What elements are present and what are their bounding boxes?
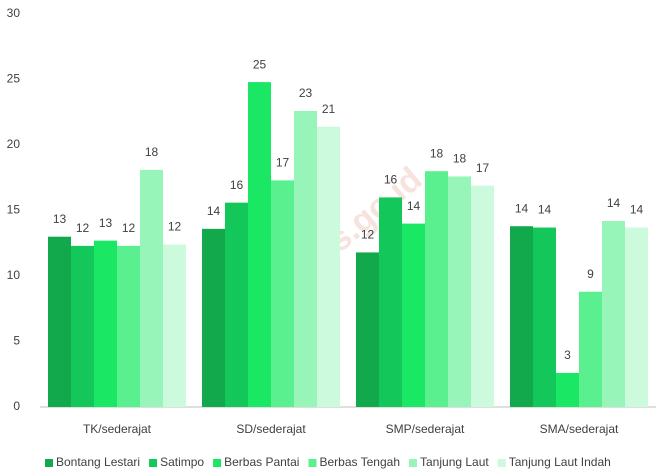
bar <box>425 171 448 407</box>
bar <box>71 245 94 407</box>
data-label: 17 <box>276 156 290 170</box>
x-tick-label: SD/sederajat <box>236 422 306 436</box>
legend-swatch <box>149 459 158 467</box>
x-tick-label: SMP/sederajat <box>386 422 465 436</box>
legend-label: Tanjung Laut <box>420 455 489 469</box>
x-tick-label: TK/sederajat <box>83 422 152 436</box>
data-label: 13 <box>99 216 113 230</box>
x-tick-label: SMA/sederajat <box>540 422 619 436</box>
bar <box>510 226 533 407</box>
legend-label: Satimpo <box>160 455 204 469</box>
legend-swatch <box>308 459 317 467</box>
y-tick-label: 30 <box>7 6 21 20</box>
y-tick-label: 5 <box>13 334 20 348</box>
bar <box>379 197 402 407</box>
data-label: 16 <box>384 173 398 187</box>
legend-label: Berbas Pantai <box>224 455 299 469</box>
bar <box>202 228 225 407</box>
data-label: 16 <box>230 178 244 192</box>
bar <box>533 227 556 407</box>
data-label: 14 <box>607 196 621 210</box>
legend-swatch <box>497 459 506 467</box>
bar <box>117 245 140 407</box>
legend-label: Berbas Tengah <box>319 455 400 469</box>
data-label: 14 <box>407 199 421 213</box>
bar <box>556 372 579 407</box>
bar <box>248 82 271 408</box>
data-label: 12 <box>76 221 90 235</box>
bar <box>579 291 602 407</box>
bar <box>271 180 294 407</box>
data-label: 21 <box>322 102 336 116</box>
y-tick-label: 25 <box>7 72 21 86</box>
data-label: 14 <box>515 201 529 215</box>
bar <box>140 169 163 407</box>
y-tick-label: 10 <box>7 268 21 282</box>
bar <box>448 176 471 407</box>
data-label: 9 <box>587 267 594 281</box>
bar <box>602 220 625 407</box>
legend-swatch <box>213 459 222 467</box>
bar <box>471 185 494 407</box>
data-label: 18 <box>453 152 467 166</box>
y-tick-label: 20 <box>7 137 21 151</box>
data-label: 13 <box>53 212 67 226</box>
legend-label: Bontang Lestari <box>56 455 140 469</box>
data-label: 14 <box>207 204 221 218</box>
data-label: 23 <box>299 86 313 100</box>
legend-swatch <box>45 459 53 467</box>
bar <box>294 110 317 407</box>
data-label: 14 <box>538 203 552 217</box>
bar <box>94 240 117 407</box>
bar <box>317 126 340 407</box>
bar <box>625 227 648 407</box>
data-label: 14 <box>630 203 644 217</box>
legend-swatch <box>409 459 417 467</box>
data-label: 25 <box>253 57 267 71</box>
bar <box>225 202 248 407</box>
data-label: 12 <box>122 221 136 235</box>
data-label: 18 <box>145 145 159 159</box>
data-label: 17 <box>476 161 490 175</box>
data-label: 3 <box>564 348 571 362</box>
legend-label: Tanjung Laut Indah <box>509 455 611 469</box>
bar <box>163 244 186 407</box>
y-tick-label: 0 <box>13 399 20 413</box>
bar <box>356 252 379 407</box>
y-tick-label: 15 <box>7 203 21 217</box>
bar <box>402 223 425 407</box>
data-label: 18 <box>430 146 444 160</box>
bar <box>48 236 71 407</box>
data-label: 12 <box>361 228 375 242</box>
data-label: 12 <box>168 220 182 234</box>
